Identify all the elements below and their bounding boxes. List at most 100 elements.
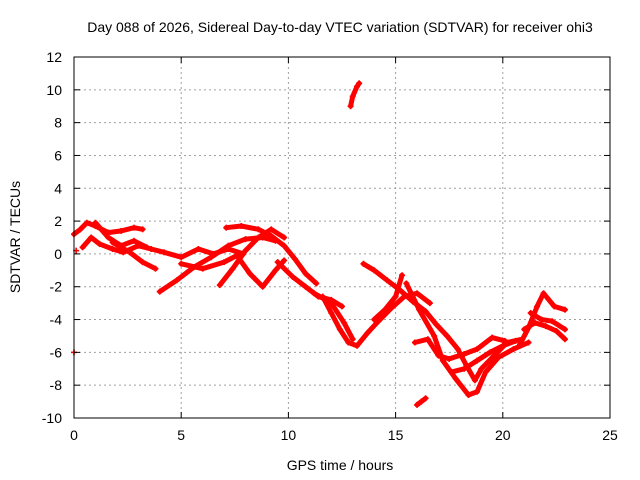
data-point [399, 272, 406, 279]
data-point [461, 351, 468, 358]
data-point [491, 352, 498, 359]
series-trace-4 [109, 239, 159, 272]
grid-lines [74, 57, 610, 418]
series-trace-14 [371, 272, 406, 323]
data-point [534, 303, 541, 310]
y-tick-label: 4 [54, 180, 62, 196]
data-point [561, 306, 568, 313]
series-trace-21 [527, 309, 568, 333]
plot-frame [73, 56, 611, 419]
data-point [540, 290, 547, 297]
data-point [561, 326, 568, 333]
x-tick-label: 15 [388, 427, 404, 443]
data-point [281, 257, 288, 264]
data-point [223, 224, 230, 231]
data-point [354, 83, 361, 90]
y-axis-title: SDTVAR / TECUs [7, 181, 23, 293]
x-tick-label: 25 [602, 427, 618, 443]
data-point [349, 93, 356, 100]
data-point [259, 283, 266, 290]
data-point [268, 232, 275, 239]
data-point [446, 355, 453, 362]
data-point [156, 288, 163, 295]
data-point [118, 227, 125, 234]
data-point [131, 237, 138, 244]
data-point [495, 354, 502, 361]
data-point [371, 267, 378, 274]
data-point [422, 395, 429, 402]
data-point [88, 234, 95, 241]
data-point [272, 267, 279, 274]
data-point [512, 337, 519, 344]
data-point [225, 242, 232, 249]
data-point [538, 316, 545, 323]
data-point [542, 323, 549, 330]
series-trace-17 [414, 395, 429, 408]
data-point [499, 342, 506, 349]
data-point [371, 316, 378, 323]
series-trace-16 [411, 334, 508, 362]
series-line [528, 310, 568, 332]
data-point [384, 277, 391, 284]
data-point [356, 80, 363, 87]
data-point [238, 223, 245, 230]
data-point [525, 339, 532, 346]
data-point [255, 234, 262, 241]
series-line [275, 259, 345, 309]
data-point [173, 277, 180, 284]
data-point [433, 321, 440, 328]
data-point [281, 234, 288, 241]
data-point [216, 282, 223, 289]
series-line [412, 335, 508, 362]
data-point [109, 245, 116, 252]
data-point [109, 239, 116, 246]
data-point [392, 293, 399, 300]
data-point [381, 306, 388, 313]
data-point [341, 319, 348, 326]
data-point [364, 329, 371, 336]
data-point [143, 244, 150, 251]
series-trace-2 [79, 234, 247, 261]
data-point [79, 244, 86, 251]
data-point [336, 326, 343, 333]
series-line [178, 253, 287, 290]
data-point [418, 398, 425, 405]
series-trace-6 [223, 223, 320, 287]
series-trace-13 [360, 260, 526, 384]
data-point [281, 242, 288, 249]
data-point [345, 339, 352, 346]
data-point [486, 349, 493, 356]
data-point [452, 375, 459, 382]
data-point [178, 254, 185, 261]
data-point [255, 226, 262, 233]
series-trace-8 [216, 226, 288, 289]
data-series [71, 80, 568, 408]
y-tick-label: -4 [50, 312, 63, 328]
data-point [246, 270, 253, 277]
data-point [474, 346, 481, 353]
series-line [110, 239, 158, 272]
series-trace-15 [403, 280, 532, 399]
data-point [339, 303, 345, 310]
data-point [221, 259, 228, 266]
data-point [328, 300, 335, 307]
data-point [148, 245, 155, 252]
data-point [208, 254, 215, 261]
data-point [482, 369, 489, 376]
y-tick-label: -10 [42, 410, 62, 426]
x-tick-label: 0 [70, 427, 78, 443]
data-point [242, 247, 249, 254]
data-point [92, 219, 99, 226]
x-axis-title: GPS time / hours [287, 457, 394, 473]
series-trace-11 [311, 290, 356, 343]
series-line [311, 290, 356, 342]
data-point [461, 365, 468, 372]
y-tick-label: 6 [54, 147, 62, 163]
data-point [448, 369, 455, 376]
data-point [531, 319, 538, 326]
data-point [152, 265, 159, 272]
data-point [161, 249, 168, 256]
data-point [77, 226, 84, 233]
data-point [561, 336, 568, 343]
data-point [302, 283, 309, 290]
